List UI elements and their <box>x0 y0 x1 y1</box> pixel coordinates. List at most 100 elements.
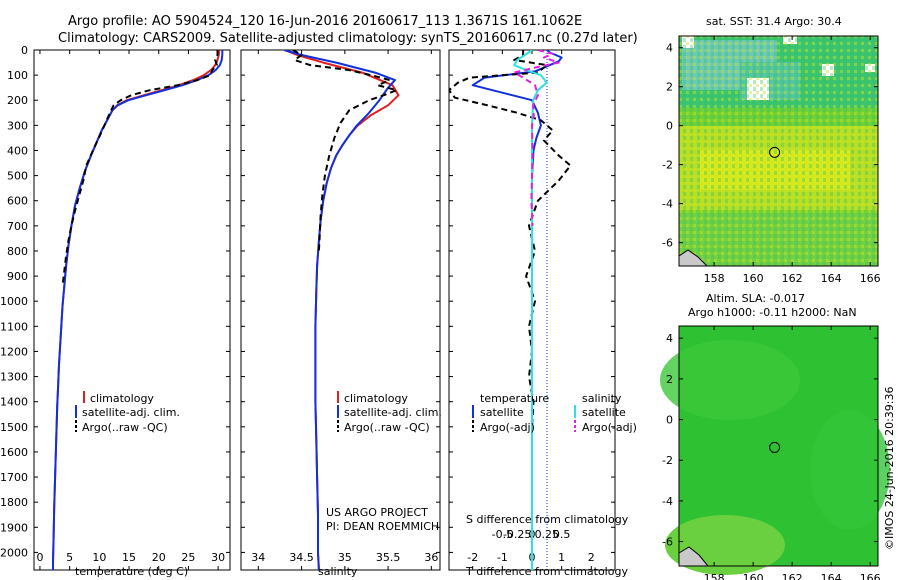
salinity-legend: climatology satellite-adj. clim. Argo(..… <box>337 391 442 434</box>
y-tick-label: 200 <box>7 94 28 107</box>
legend-label-climatology: climatology <box>90 392 154 405</box>
series-line-s-satellite <box>513 50 548 570</box>
x-tick-label: 30 <box>211 551 225 564</box>
map-y-tick-label: -4 <box>662 495 673 508</box>
x-tick-label: 34 <box>251 551 265 564</box>
argo-float-marker <box>769 441 781 453</box>
map-y-tick-label: 4 <box>666 332 673 345</box>
sst-map-frame <box>678 35 879 267</box>
x-tick-label: -1 <box>497 551 508 564</box>
map-y-tick-label: 2 <box>666 373 673 386</box>
x-tick-label: -2 <box>467 551 478 564</box>
difference-legend: temperature salinity satellite Argo(-adj… <box>472 392 637 434</box>
x-tick-label: 25 <box>181 551 195 564</box>
sst-map-y-ticks: -6 -4 -2 0 2 4 <box>662 42 878 250</box>
difference-y-ticks <box>449 49 615 553</box>
y-tick-label: 0 <box>21 44 28 57</box>
salinity-panel: 34 34.5 35 35.5 36 salinity climatology sate… <box>240 49 442 578</box>
temperature-series <box>52 50 224 570</box>
map-x-tick-label: 162 <box>782 272 803 285</box>
sst-map-title: sat. SST: 31.4 Argo: 30.4 <box>706 15 842 28</box>
map-x-tick-label: 166 <box>860 572 881 580</box>
map-y-tick-label: -2 <box>662 454 673 467</box>
s-tick-label: -0.25 <box>503 528 531 541</box>
sla-map-low-anomaly <box>660 340 800 420</box>
y-tick-label: 300 <box>7 119 28 132</box>
project-annotation: US ARGO PROJECT <box>326 506 428 519</box>
legend-label-climatology: climatology <box>344 392 408 405</box>
map-x-tick-label: 162 <box>782 572 803 580</box>
y-tick-label: 900 <box>7 270 28 283</box>
salinity-x-ticks: 34 34.5 35 35.5 36 <box>251 50 438 570</box>
sla-map-title-line2: Argo h1000: -0.11 h2000: NaN <box>688 306 857 319</box>
temperature-panel: 0100200300400500600700800900100011001200… <box>0 44 231 578</box>
legend-title-temperature: temperature <box>480 392 549 405</box>
y-tick-label: 100 <box>7 69 28 82</box>
y-tick-label: 1900 <box>0 521 28 534</box>
x-tick-label: 36 <box>424 551 438 564</box>
series-line-t-argo-adj <box>449 50 572 427</box>
argo-float-marker <box>769 146 781 158</box>
legend-label-t-satellite: satellite <box>480 406 524 419</box>
sla-map-x-ticks: 158 160 162 164 166 <box>704 326 881 580</box>
y-tick-label: 1400 <box>0 396 28 409</box>
legend-label-s-satellite: satellite <box>582 406 626 419</box>
legend-label-argo: Argo(..raw -QC) <box>82 421 168 434</box>
series-line-argo-raw-qc <box>61 50 219 287</box>
x-tick-label: 15 <box>122 551 136 564</box>
sla-map-y-ticks: -6 -4 -2 0 2 4 <box>662 332 878 549</box>
map-y-tick-label: 4 <box>666 42 673 55</box>
salinity-x-label: salinity <box>318 565 358 578</box>
y-tick-label: 1100 <box>0 320 28 333</box>
x-tick-label: 0 <box>36 551 43 564</box>
salinity-axes-frame <box>240 49 441 571</box>
map-x-tick-label: 164 <box>821 572 842 580</box>
y-tick-label: 400 <box>7 144 28 157</box>
x-tick-label: 20 <box>152 551 166 564</box>
imos-stamp: ©IMOS 24-Jun-2016 20:39:36 <box>883 386 896 550</box>
x-tick-label: 35 <box>338 551 352 564</box>
map-x-tick-label: 166 <box>860 272 881 285</box>
legend-label-argo: Argo(..raw -QC) <box>344 421 430 434</box>
t-difference-label: T difference from climatology <box>465 565 628 578</box>
map-x-tick-label: 158 <box>704 272 725 285</box>
map-y-tick-label: 2 <box>666 81 673 94</box>
pi-annotation: PI: DEAN ROEMMICH <box>326 520 439 533</box>
legend-label-satellite-adj: satellite-adj. clim. <box>344 406 442 419</box>
map-x-tick-label: 160 <box>743 572 764 580</box>
y-tick-label: 1600 <box>0 446 28 459</box>
temperature-x-label: temperature (deg C) <box>75 565 188 578</box>
legend-label-t-argo: Argo(-adj) <box>480 421 535 434</box>
x-tick-label: 34.5 <box>289 551 314 564</box>
sla-map-frame <box>678 325 879 567</box>
sla-map-title-line1: Altim. SLA: -0.017 <box>706 292 805 305</box>
y-tick-label: 1500 <box>0 421 28 434</box>
sla-map-high-anomaly <box>810 410 890 530</box>
x-tick-label: 2 <box>588 551 595 564</box>
sla-map: Altim. SLA: -0.017 Argo h1000: -0.11 h20… <box>660 292 890 580</box>
map-y-tick-label: -2 <box>662 159 673 172</box>
map-y-tick-label: -6 <box>662 536 673 549</box>
sst-map-x-ticks: 158 160 162 164 166 <box>704 36 881 285</box>
y-tick-label: 1800 <box>0 496 28 509</box>
figure-title-line1: Argo profile: AO 5904524_120 16-Jun-2016… <box>68 14 582 29</box>
figure-title-line2: Climatology: CARS2009. Satellite-adjuste… <box>58 31 638 46</box>
y-tick-label: 1300 <box>0 371 28 384</box>
map-y-tick-label: -4 <box>662 198 673 211</box>
legend-label-s-argo: Argo(-adj) <box>582 421 637 434</box>
y-tick-label: 600 <box>7 195 28 208</box>
s-tick-label: -0.5 <box>492 528 513 541</box>
map-x-tick-label: 164 <box>821 272 842 285</box>
series-line-s-argo-adj <box>513 50 560 226</box>
y-tick-label: 1700 <box>0 471 28 484</box>
difference-panel: -2 -1 0 1 2 -0.5-0.250 0.250.5 S difference f… <box>448 49 637 578</box>
x-tick-label: 5 <box>66 551 73 564</box>
legend-title-salinity: salinity <box>582 392 622 405</box>
salinity-y-ticks <box>241 49 440 553</box>
temperature-x-ticks: 0 5 10 15 20 25 30 <box>36 50 225 570</box>
s-tick-label: 0.5 <box>553 528 571 541</box>
y-tick-label: 1200 <box>0 345 28 358</box>
temperature-legend: climatology satellite-adj. clim. Argo(..… <box>75 391 180 434</box>
x-tick-label: 10 <box>92 551 106 564</box>
